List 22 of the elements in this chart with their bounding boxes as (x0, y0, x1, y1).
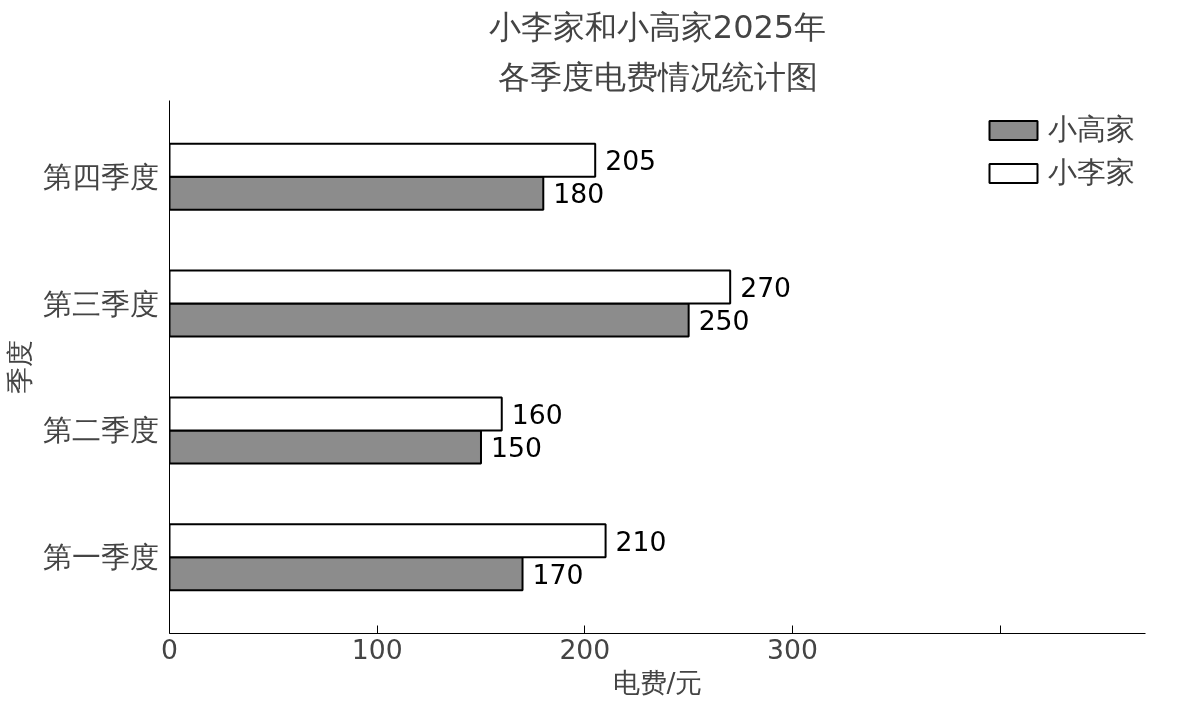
y-tick-label: 第四季度 (42, 159, 159, 194)
y-tick-label: 第一季度 (42, 540, 159, 575)
chart-title: 小李家和小高家2025年 (488, 7, 827, 46)
data-label: 210 (615, 525, 667, 557)
y-axis-title: 季度 (3, 340, 35, 394)
x-tick-label: 100 (351, 633, 403, 665)
data-label: 170 (532, 558, 584, 590)
data-label: 250 (698, 305, 750, 337)
data-label: 205 (605, 145, 657, 177)
chart-subtitle: 各季度电费情况统计图 (497, 57, 818, 96)
data-label: 150 (490, 431, 542, 463)
data-label: 270 (740, 272, 792, 304)
data-label: 160 (511, 398, 563, 430)
x-tick-label: 200 (559, 633, 611, 665)
legend-label: 小高家 (1048, 111, 1135, 148)
legend-label: 小李家 (1048, 154, 1135, 191)
y-tick-label: 第三季度 (42, 286, 159, 321)
x-axis-title: 电费/元 (612, 666, 703, 698)
x-tick-label: 0 (161, 633, 178, 665)
y-tick-label: 第二季度 (42, 413, 159, 448)
x-tick-label: 300 (767, 633, 818, 665)
data-label: 180 (553, 178, 605, 210)
